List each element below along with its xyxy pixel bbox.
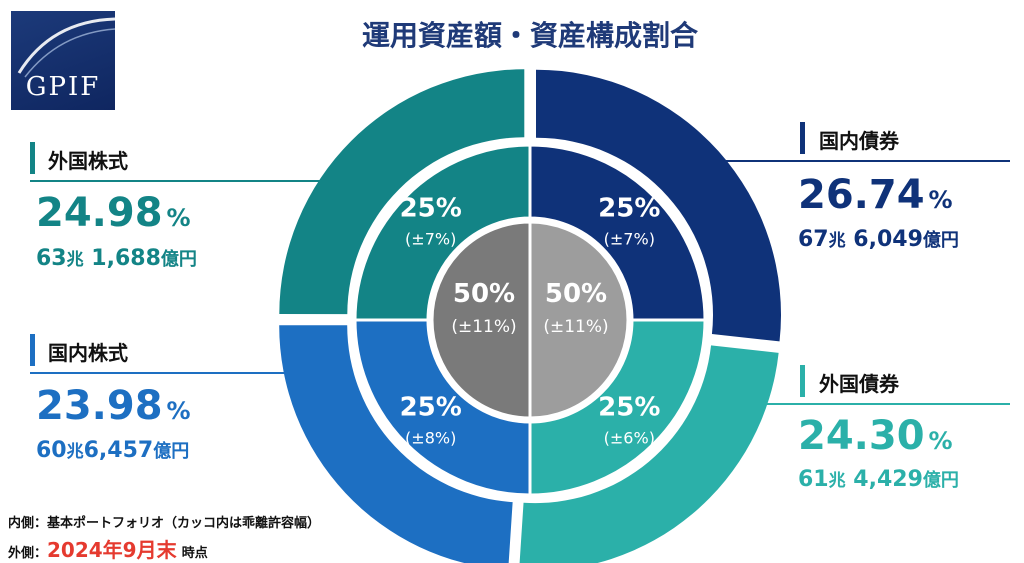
domestic-stocks-percent: 23.98% xyxy=(36,383,191,429)
logo-swoosh-icon xyxy=(17,17,115,78)
footnote-outer-date: 2024年9月末 xyxy=(47,538,177,562)
foreign-stocks-underline xyxy=(30,180,320,182)
foreign-bonds-header: 外国債券 xyxy=(705,365,1010,405)
foreign-stocks-outer-slice xyxy=(279,69,525,315)
foreign-bonds-amount: 61兆 4,429億円 xyxy=(798,466,959,492)
foreign-bonds-percent: 24.30% xyxy=(798,413,953,459)
domestic-bonds-target-label: 25% xyxy=(598,194,660,224)
footnote-outer: 外側：2024年9月末 時点 xyxy=(8,534,208,563)
domestic-stocks-header: 国内株式 xyxy=(30,334,330,374)
foreign-bonds-underline xyxy=(705,403,1010,405)
amount-number: 4,429 xyxy=(853,467,923,492)
domestic-stocks-inner-slice xyxy=(353,318,532,497)
footnote-outer-prefix: 外側： xyxy=(8,546,48,561)
foreign-stocks-range-label: (±7%) xyxy=(405,230,456,249)
domestic-stocks-target-label: 25% xyxy=(400,392,462,422)
chart-title: 運用資産額・資産構成割合 xyxy=(361,19,698,52)
percent-unit: % xyxy=(166,204,191,232)
domestic-stocks-outer-slice xyxy=(279,325,513,563)
foreign-bonds-range-label: (±6%) xyxy=(604,428,655,447)
domestic-bonds-underline xyxy=(705,160,1010,162)
center-right-target-label: 50% xyxy=(545,279,607,309)
amount-number: 6,049 xyxy=(853,227,923,252)
logo-text: GPIF xyxy=(25,72,101,102)
domestic-bonds-amount: 67兆 6,049億円 xyxy=(798,226,959,252)
foreign-bonds-outer-slice xyxy=(519,345,779,563)
center-left-half xyxy=(430,220,532,420)
amount-number: 63 xyxy=(36,246,67,271)
domestic-stocks-percent-value: 23.98 xyxy=(36,383,163,429)
percent-unit: % xyxy=(928,186,953,214)
foreign-bonds-inner-slice xyxy=(528,318,707,497)
domestic-stocks-bar xyxy=(30,334,35,366)
amount-number: 60 xyxy=(36,438,67,463)
foreign-bonds-target-label: 25% xyxy=(598,392,660,422)
foreign-stocks-bar xyxy=(30,142,35,174)
domestic-bonds-bar xyxy=(800,122,805,154)
amount-unit: 億円 xyxy=(922,470,959,491)
footnote-inner: 内側：基本ポートフォリオ（カッコ内は乖離許容幅） xyxy=(8,516,321,531)
foreign-bonds-label: 外国債券 xyxy=(819,372,899,396)
amount-number: 1,688 xyxy=(91,246,161,271)
amount-number: 61 xyxy=(798,467,829,492)
amount-unit: 兆 xyxy=(828,231,846,251)
foreign-stocks-target-label: 25% xyxy=(400,194,462,224)
foreign-bonds-percent-value: 24.30 xyxy=(798,413,925,459)
amount-unit: 億円 xyxy=(160,249,197,270)
foreign-stocks-percent-value: 24.98 xyxy=(36,190,163,236)
domestic-bonds-inner-slice xyxy=(528,143,707,322)
center-right-half xyxy=(528,220,630,420)
amount-unit: 兆 xyxy=(66,442,84,462)
gpif-logo: GPIF xyxy=(11,11,115,110)
center-right-range-label: (±11%) xyxy=(543,317,608,337)
amount-unit: 億円 xyxy=(922,230,959,251)
percent-unit: % xyxy=(166,397,191,425)
domestic-bonds-percent: 26.74% xyxy=(798,172,953,218)
domestic-stocks-range-label: (±8%) xyxy=(405,428,456,447)
foreign-bonds-bar xyxy=(800,365,805,397)
domestic-stocks-label: 国内株式 xyxy=(48,341,128,365)
amount-unit: 兆 xyxy=(828,471,846,491)
domestic-bonds-percent-value: 26.74 xyxy=(798,172,925,218)
domestic-bonds-header: 国内債券 xyxy=(705,122,1010,162)
domestic-stocks-amount: 60兆6,457億円 xyxy=(36,437,189,463)
domestic-bonds-range-label: (±7%) xyxy=(604,230,655,249)
foreign-stocks-percent: 24.98% xyxy=(36,190,191,236)
amount-unit: 兆 xyxy=(66,250,84,270)
foreign-stocks-header: 外国株式 xyxy=(30,142,330,182)
domestic-bonds-label: 国内債券 xyxy=(819,129,899,153)
amount-number: 6,457 xyxy=(83,438,154,463)
domestic-bonds-outer-slice xyxy=(536,69,781,342)
foreign-stocks-label: 外国株式 xyxy=(48,149,128,173)
amount-unit: 億円 xyxy=(153,441,190,462)
domestic-stocks-underline xyxy=(30,372,290,374)
foreign-stocks-inner-slice xyxy=(353,143,532,322)
percent-unit: % xyxy=(928,427,953,455)
center-left-range-label: (±11%) xyxy=(451,317,516,337)
footnote-outer-suffix: 時点 xyxy=(181,546,208,561)
amount-number: 67 xyxy=(798,227,829,252)
center-left-target-label: 50% xyxy=(453,279,515,309)
foreign-stocks-amount: 63兆 1,688億円 xyxy=(36,245,197,271)
